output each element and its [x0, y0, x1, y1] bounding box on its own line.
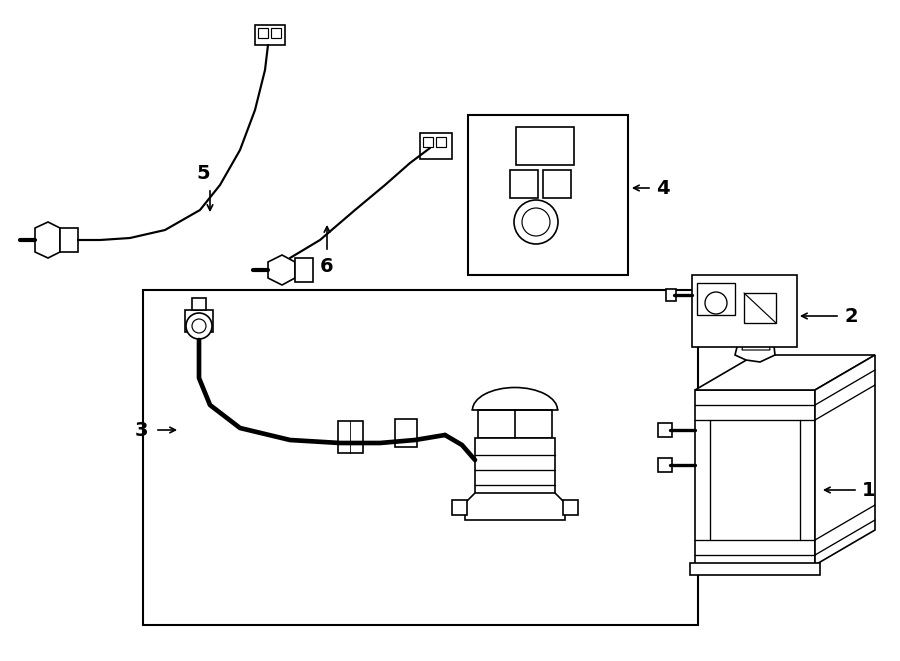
Bar: [510, 170, 538, 198]
Bar: [658, 458, 672, 472]
Bar: [338, 421, 363, 453]
Circle shape: [705, 292, 727, 314]
Text: 4: 4: [656, 178, 670, 198]
Circle shape: [192, 319, 206, 333]
Bar: [185, 310, 213, 332]
Bar: [478, 410, 552, 438]
Bar: [420, 133, 452, 159]
Circle shape: [514, 200, 558, 244]
Bar: [695, 390, 815, 565]
Bar: [143, 290, 698, 625]
Text: 6: 6: [320, 257, 334, 276]
Bar: [475, 438, 555, 503]
Circle shape: [186, 313, 212, 339]
Bar: [258, 28, 268, 38]
Bar: [658, 423, 672, 437]
Bar: [468, 115, 628, 275]
Text: 1: 1: [862, 481, 876, 500]
Bar: [666, 289, 676, 301]
Circle shape: [522, 208, 550, 236]
Bar: [744, 293, 776, 323]
Text: 2: 2: [844, 307, 858, 325]
Bar: [423, 137, 433, 147]
Polygon shape: [815, 355, 875, 565]
Text: 5: 5: [196, 164, 210, 183]
Bar: [295, 258, 313, 282]
Polygon shape: [35, 222, 60, 258]
Polygon shape: [742, 328, 770, 350]
Bar: [543, 170, 571, 198]
Bar: [271, 28, 281, 38]
Text: 3: 3: [134, 420, 148, 440]
Polygon shape: [268, 255, 295, 285]
Bar: [692, 275, 797, 347]
Bar: [516, 127, 574, 165]
Polygon shape: [735, 323, 775, 362]
Polygon shape: [695, 355, 875, 390]
Bar: [395, 419, 417, 447]
Bar: [697, 283, 735, 315]
Bar: [563, 500, 578, 515]
Polygon shape: [465, 493, 565, 520]
Bar: [192, 298, 206, 310]
Bar: [255, 25, 285, 45]
Bar: [60, 228, 78, 252]
Bar: [436, 137, 446, 147]
Bar: [452, 500, 467, 515]
Bar: [690, 563, 820, 575]
